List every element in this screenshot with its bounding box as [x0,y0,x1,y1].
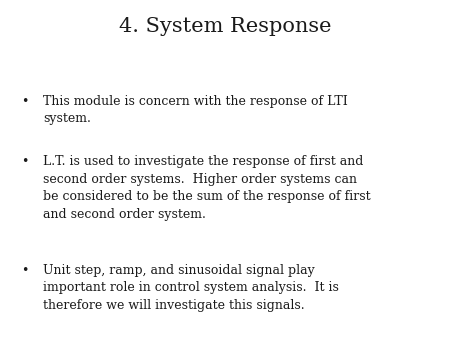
Text: •: • [21,264,28,276]
Text: Unit step, ramp, and sinusoidal signal play
important role in control system ana: Unit step, ramp, and sinusoidal signal p… [43,264,338,312]
Text: 4. System Response: 4. System Response [119,17,331,36]
Text: This module is concern with the response of LTI
system.: This module is concern with the response… [43,95,347,125]
Text: •: • [21,95,28,107]
Text: •: • [21,155,28,168]
Text: L.T. is used to investigate the response of first and
second order systems.  Hig: L.T. is used to investigate the response… [43,155,370,221]
